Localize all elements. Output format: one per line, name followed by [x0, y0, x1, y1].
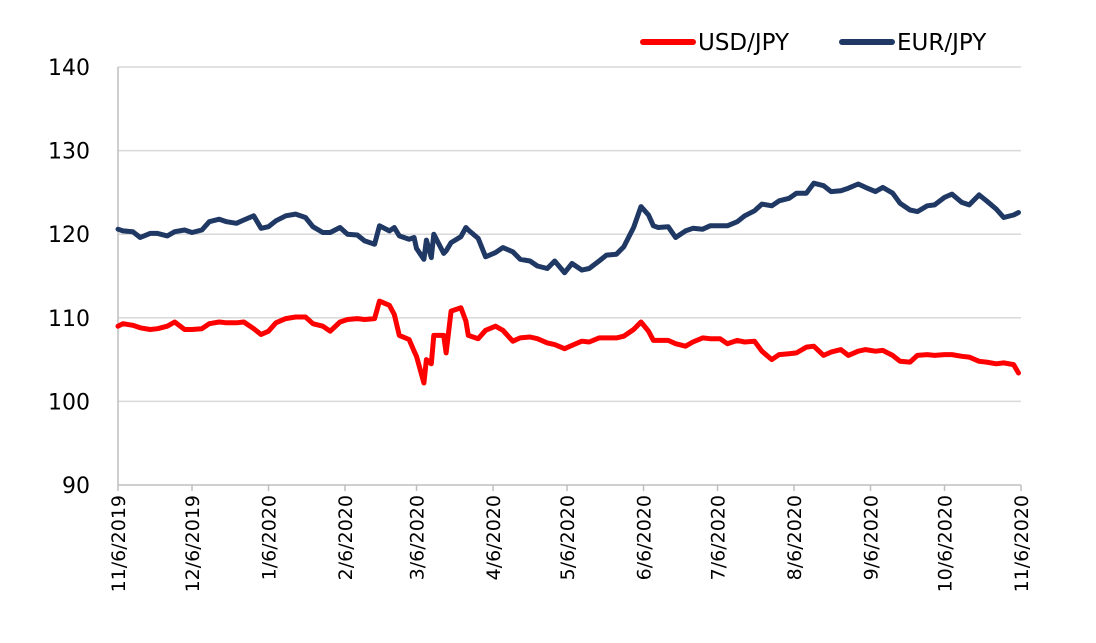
y-tick-label: 120: [48, 223, 90, 248]
legend-label-eur-jpy: EUR/JPY: [897, 30, 987, 56]
y-tick-label: 100: [48, 390, 90, 415]
y-tick-label: 140: [48, 56, 90, 81]
x-tick-label: 10/6/2020: [935, 495, 957, 592]
x-tick-label: 1/6/2020: [259, 495, 281, 580]
series-line-usd-jpy: [115, 298, 1021, 386]
x-tick-label: 11/6/2019: [108, 495, 130, 592]
x-tick-label: 11/6/2020: [1011, 495, 1033, 592]
x-axis-tick-labels: 11/6/2019 12/6/2019 1/6/2020 2/6/2020 3/6/20…: [108, 495, 1033, 592]
x-tick-label: 12/6/2019: [182, 495, 204, 592]
y-tick-label: 130: [48, 140, 90, 165]
y-tick-label: 90: [62, 474, 90, 499]
series-lines: [115, 180, 1021, 386]
x-tick-label: 4/6/2020: [483, 495, 505, 580]
x-tick-label: 5/6/2020: [557, 495, 579, 580]
x-tick-label: 3/6/2020: [407, 495, 429, 580]
x-tick-label: 6/6/2020: [634, 495, 656, 580]
axes: [117, 67, 1022, 491]
legend: USD/JPY EUR/JPY: [640, 30, 987, 56]
x-tick-label: 7/6/2020: [708, 495, 730, 580]
y-tick-label: 110: [48, 307, 90, 332]
y-axis-tick-labels: 90 100 110 120 130 140: [48, 56, 90, 499]
gridlines: [118, 66, 1021, 403]
series-line-eur-jpy: [115, 180, 1021, 276]
x-tick-label: 2/6/2020: [335, 495, 357, 580]
legend-label-usd-jpy: USD/JPY: [698, 30, 790, 56]
x-tick-label: 8/6/2020: [784, 495, 806, 580]
x-tick-label: 9/6/2020: [861, 495, 883, 580]
